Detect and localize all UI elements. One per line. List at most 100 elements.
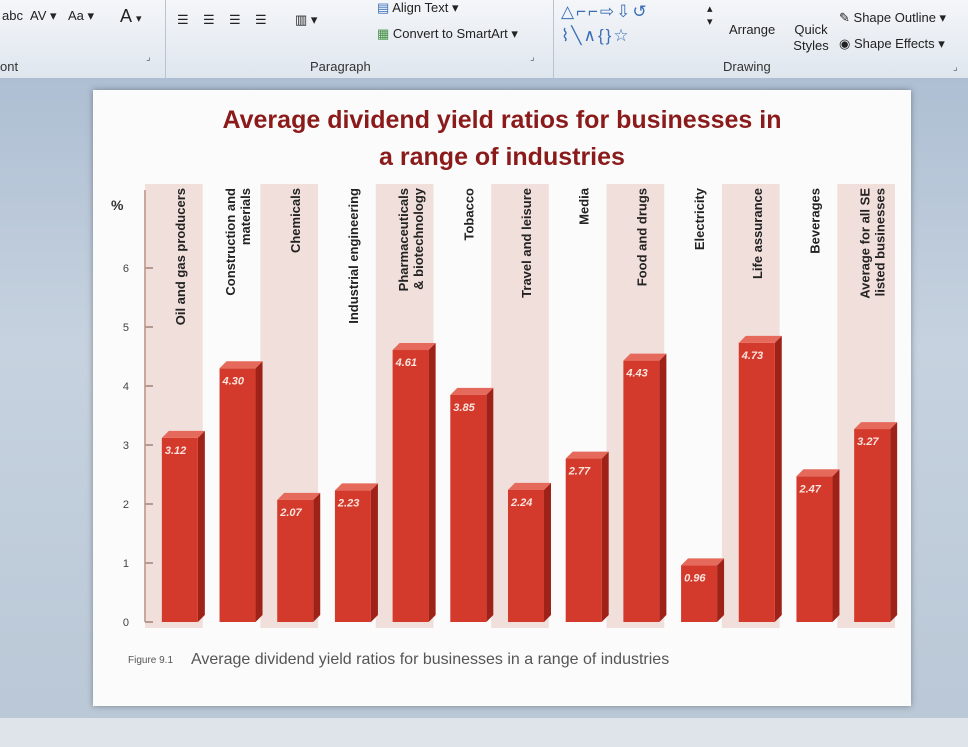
bar-top: [334, 483, 378, 491]
shape-outline-label: Shape Outline: [853, 10, 936, 25]
character-spacing-button[interactable]: AV ▾: [30, 8, 57, 23]
drawing-group: △⌐⌐⇨⇩↺ ⌇╲∧{}☆ ▴ ▾ Arrange Quick Styles ✎ …: [553, 0, 968, 78]
y-tick-label: 2: [123, 499, 129, 511]
quick-styles-label: Quick Styles: [793, 22, 829, 53]
category-label: listed businesses: [873, 188, 888, 296]
shape-effects-button[interactable]: ◉ Shape Effects ▾: [839, 36, 945, 51]
bar-top: [508, 482, 551, 490]
bar-value-label: 3.85: [453, 402, 475, 414]
bar-side: [544, 482, 551, 622]
font-group-label: ont: [0, 59, 19, 74]
category-label: Tobacco: [461, 188, 476, 241]
bar-side: [774, 335, 782, 622]
bar-value-label: 2.23: [337, 497, 359, 509]
paragraph-dialog-launcher-icon[interactable]: ⌟: [530, 52, 535, 63]
bar-side: [486, 387, 494, 622]
strikethrough-label: abc: [2, 8, 23, 23]
bar-top: [219, 361, 263, 369]
bar-value-label: 4.30: [222, 375, 245, 387]
shapes-gallery-row2-icon[interactable]: ⌇╲∧{}☆: [561, 26, 631, 45]
font-color-label: A: [120, 6, 132, 26]
bar-top: [392, 343, 436, 351]
bar: [854, 429, 891, 622]
chart-title-line-1: Average dividend yield ratios for busine…: [223, 106, 782, 134]
y-tick-label: 1: [123, 558, 129, 570]
bar-side: [659, 353, 667, 622]
shapes-scroll-icon[interactable]: ▴ ▾: [707, 3, 713, 28]
bar: [334, 490, 371, 622]
category-label: Media: [577, 187, 592, 225]
font-dialog-launcher-icon[interactable]: ⌟: [146, 52, 151, 63]
status-bar: [0, 718, 968, 747]
y-axis-label: %: [111, 197, 124, 213]
bar-top: [854, 422, 898, 430]
category-label: Industrial engineering: [346, 188, 361, 324]
change-case-button[interactable]: Aa ▾: [68, 8, 95, 23]
align-right-icon[interactable]: ☰: [229, 12, 241, 27]
bar-value-label: 2.77: [568, 466, 591, 478]
bar: [161, 437, 198, 622]
category-label: Oil and gas producers: [173, 188, 188, 325]
bar-top: [681, 558, 725, 566]
y-tick-label: 6: [123, 263, 129, 275]
figure-caption: Average dividend yield ratios for busine…: [191, 651, 669, 668]
effects-icon: ◉: [839, 36, 851, 51]
category-label: Chemicals: [288, 188, 303, 253]
align-text-icon: ▤: [377, 0, 390, 15]
bar-side: [832, 469, 840, 622]
change-case-label: Aa: [68, 8, 84, 23]
justify-icon[interactable]: ☰: [255, 12, 267, 27]
category-label: Electricity: [692, 187, 707, 250]
align-center-icon[interactable]: ☰: [203, 12, 215, 27]
shape-effects-label: Shape Effects: [853, 36, 935, 51]
bar-value-label: 2.47: [798, 483, 821, 495]
bar-side: [717, 558, 725, 622]
slide-canvas[interactable]: Average dividend yield ratios for busine…: [93, 90, 911, 706]
bar-top: [277, 492, 321, 500]
shapes-gallery-icon[interactable]: △⌐⌐⇨⇩↺: [561, 2, 649, 21]
bar: [508, 489, 544, 622]
bar-side: [197, 430, 205, 622]
bar: [219, 368, 256, 622]
align-text-button[interactable]: ▤ Align Text ▾: [377, 0, 459, 15]
category-label: Beverages: [807, 188, 822, 254]
category-label: Construction and: [223, 188, 238, 296]
bar-top: [565, 451, 609, 459]
bar: [796, 476, 833, 622]
bar: [450, 394, 487, 622]
category-label: Food and drugs: [634, 188, 649, 286]
convert-smartart-button[interactable]: ▦ Convert to SmartArt ▾: [377, 26, 518, 41]
bar: [277, 499, 314, 622]
bar-side: [370, 483, 378, 622]
bar-value-label: 2.07: [279, 507, 302, 519]
category-labels: Oil and gas producers Construction and mat…: [173, 187, 888, 325]
bar: [681, 565, 718, 622]
bar-top: [450, 387, 494, 395]
arrange-label: Arrange: [729, 22, 776, 37]
align-left-icon[interactable]: ☰: [177, 12, 189, 27]
arrange-button[interactable]: Arrange: [729, 22, 775, 37]
bar-value-label: 0.96: [684, 572, 706, 584]
category-label: Average for all SE: [858, 188, 873, 299]
y-tick-label: 5: [123, 322, 129, 334]
convert-smartart-label: Convert to SmartArt: [392, 26, 508, 41]
columns-icon[interactable]: ▥ ▾: [295, 12, 318, 27]
shape-outline-button[interactable]: ✎ Shape Outline ▾: [839, 10, 947, 25]
bar-value-label: 4.43: [625, 368, 647, 380]
drawing-group-label: Drawing: [723, 59, 771, 74]
bar: [623, 360, 660, 622]
character-spacing-label: AV: [30, 8, 47, 23]
bar-top: [738, 335, 782, 343]
y-tick-label: 0: [123, 617, 129, 629]
quick-styles-button[interactable]: Quick Styles: [787, 22, 835, 54]
ribbon: abc AV ▾ Aa ▾ A ▾ ont ⌟ ☰ ☰ ☰ ☰ ▥ ▾ ▤ Al…: [0, 0, 968, 79]
smartart-icon: ▦: [377, 26, 390, 41]
pencil-icon: ✎: [839, 10, 850, 25]
bar-value-label: 3.12: [165, 445, 186, 457]
bar-value-label: 3.27: [857, 436, 879, 448]
category-label: & biotechnology: [411, 187, 426, 290]
strikethrough-button[interactable]: abc: [2, 8, 23, 23]
bar-side: [890, 422, 898, 622]
font-color-button[interactable]: A ▾: [120, 6, 142, 26]
drawing-dialog-launcher-icon[interactable]: ⌟: [953, 62, 958, 73]
